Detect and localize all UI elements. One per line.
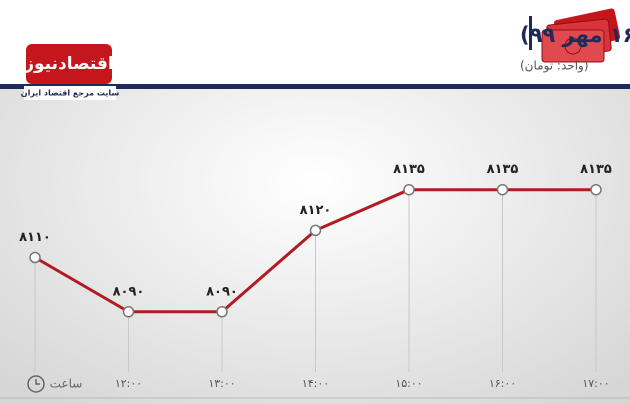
x-axis-label: ساعت [50, 377, 83, 391]
x-tick-label: ۱۲:۰۰ [115, 377, 142, 390]
tagline-box [24, 86, 116, 100]
x-tick-label: ۱۳:۰۰ [208, 377, 235, 390]
data-point [309, 224, 322, 237]
data-point [122, 306, 135, 318]
x-tick-label: ۱۵:۰۰ [395, 377, 422, 390]
clock-icon [27, 375, 45, 393]
data-point [29, 251, 41, 264]
money-icon [541, 8, 621, 63]
x-tick-label: ۱۷:۰۰ [582, 377, 609, 390]
title-bar [529, 16, 532, 50]
data-label: ۸۱۳۵ [393, 162, 425, 177]
logo-text: اقتصادنیوز [23, 54, 114, 74]
logo-box [26, 44, 112, 84]
data-label: ۸۰۹۰ [206, 284, 238, 299]
data-label: ۸۰۹۰ [113, 284, 145, 299]
data-point [590, 183, 602, 196]
x-tick-label: ۱۴:۰۰ [302, 377, 329, 390]
header-strip [0, 84, 630, 89]
x-tick-label: ۱۶:۰۰ [489, 377, 516, 390]
data-label: ۸۱۲۰ [300, 203, 332, 218]
logo-tagline: سایت مرجع اقتصاد ایران [21, 89, 120, 98]
data-label: ۸۱۳۵ [580, 162, 612, 177]
chart-subtitle: (واحد: تومان) [520, 59, 589, 74]
data-point [403, 183, 415, 196]
clock-hands [35, 379, 40, 385]
data-point [496, 183, 509, 196]
data-point [216, 306, 228, 318]
data-label: ۸۱۱۰ [19, 230, 51, 245]
data-label: ۸۱۳۵ [487, 162, 519, 177]
chart-title: روند بهای درهم (چهارشنبه ۱۶ مهر ۹۹) [520, 23, 630, 47]
